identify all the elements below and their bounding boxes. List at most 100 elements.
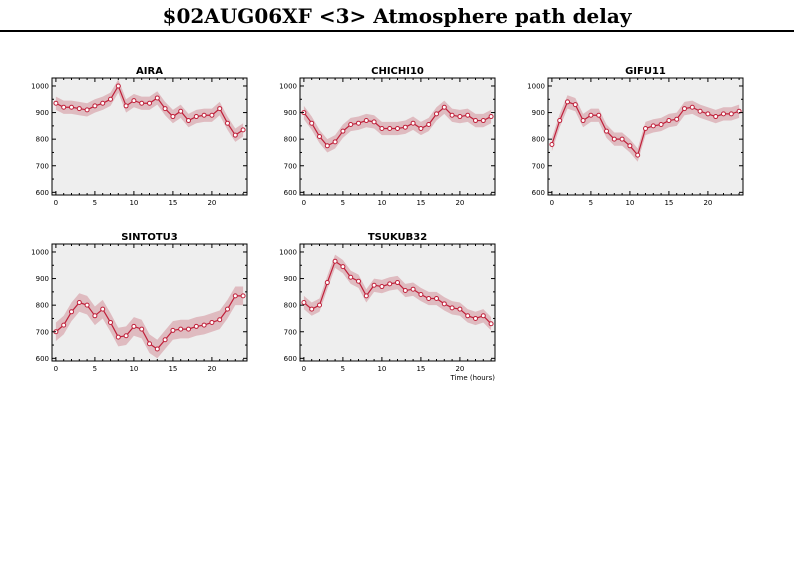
data-point: [572, 102, 578, 108]
data-point: [379, 284, 385, 290]
x-tick-label: 15: [168, 365, 177, 373]
x-tick-label: 5: [341, 199, 345, 207]
data-point: [363, 118, 369, 124]
data-point: [154, 346, 160, 352]
data-point: [580, 118, 586, 124]
data-point: [186, 326, 191, 332]
page-title: $02AUG06XF <3> Atmosphere path delay: [162, 4, 632, 28]
data-point: [728, 111, 734, 117]
y-tick-label: 800: [36, 136, 49, 144]
uncertainty-band: [55, 79, 244, 142]
data-point: [84, 302, 90, 308]
data-point: [123, 333, 129, 339]
data-point: [457, 306, 463, 312]
data-point: [186, 118, 191, 124]
data-point: [418, 126, 424, 132]
data-point: [69, 104, 74, 110]
data-point: [84, 107, 90, 113]
data-point: [658, 122, 664, 128]
data-point: [418, 292, 424, 298]
y-tick-label: 900: [284, 275, 297, 283]
x-tick-label: 20: [455, 199, 464, 207]
data-point: [131, 323, 137, 329]
chart-panel-chichi10: 0 5 10 15 20 600 700 800 900 1000 CHICHI10: [279, 66, 496, 207]
data-point: [619, 136, 625, 142]
data-point: [139, 326, 145, 332]
data-point: [115, 334, 121, 340]
chart-title: AIRA: [136, 66, 163, 77]
data-point: [92, 103, 98, 109]
data-point: [371, 119, 377, 125]
data-point: [92, 313, 98, 319]
y-tick-label: 900: [36, 275, 49, 283]
data-point: [666, 118, 672, 124]
data-point: [488, 114, 494, 120]
data-point: [332, 258, 338, 264]
y-tick-label: 1000: [279, 82, 297, 90]
x-tick-label: 5: [93, 365, 97, 373]
data-point: [441, 301, 447, 307]
data-point: [457, 114, 463, 120]
data-point: [61, 104, 67, 110]
data-point: [232, 293, 238, 299]
data-point: [410, 120, 416, 126]
data-point: [488, 321, 494, 327]
data-point: [193, 323, 199, 329]
data-point: [650, 123, 656, 129]
data-point: [721, 111, 726, 117]
data-point: [108, 96, 113, 102]
data-point: [317, 134, 322, 139]
x-tick-label: 15: [416, 365, 425, 373]
y-tick-label: 600: [284, 355, 297, 363]
y-tick-label: 1000: [31, 82, 49, 90]
plot-area: [548, 78, 743, 195]
x-tick-label: 10: [377, 199, 386, 207]
data-point: [170, 327, 176, 333]
data-point: [434, 111, 439, 117]
x-axis-label: Time (hours): [450, 374, 496, 382]
data-point: [123, 103, 129, 109]
y-tick-label: 800: [532, 136, 545, 144]
y-tick-label: 900: [284, 109, 297, 117]
title-divider: [0, 30, 794, 32]
data-point: [170, 114, 176, 120]
x-tick-label: 10: [377, 365, 386, 373]
data-point: [162, 106, 168, 112]
uncertainty-band: [303, 254, 492, 331]
y-tick-label: 1000: [279, 248, 297, 256]
y-tick-label: 600: [36, 189, 49, 197]
data-point: [596, 112, 602, 118]
data-point: [162, 337, 168, 343]
x-tick-label: 15: [664, 199, 673, 207]
data-point: [100, 306, 106, 312]
y-tick-label: 600: [284, 189, 297, 197]
data-point: [217, 317, 223, 323]
data-point: [465, 112, 471, 118]
y-tick-label: 700: [36, 162, 49, 170]
data-point: [232, 132, 238, 138]
data-point: [324, 143, 330, 149]
y-tick-label: 700: [532, 162, 545, 170]
data-point: [301, 300, 307, 305]
y-tick-label: 800: [284, 302, 297, 310]
y-tick-label: 800: [36, 302, 49, 310]
data-point: [387, 126, 393, 132]
x-tick-label: 20: [207, 365, 216, 373]
data-point: [473, 118, 478, 124]
uncertainty-band: [55, 286, 244, 359]
data-point: [209, 112, 215, 118]
data-point: [201, 112, 207, 118]
data-point: [309, 306, 315, 312]
data-point: [473, 315, 478, 321]
data-point: [61, 322, 67, 328]
data-point: [317, 302, 322, 308]
data-point: [348, 274, 354, 280]
x-tick-label: 0: [302, 365, 306, 373]
x-tick-label: 0: [302, 199, 306, 207]
data-point: [379, 126, 385, 132]
data-point: [147, 100, 152, 106]
data-point: [705, 111, 711, 117]
x-tick-label: 15: [416, 199, 425, 207]
plot-area: [52, 78, 247, 195]
x-tick-label: 0: [54, 199, 58, 207]
